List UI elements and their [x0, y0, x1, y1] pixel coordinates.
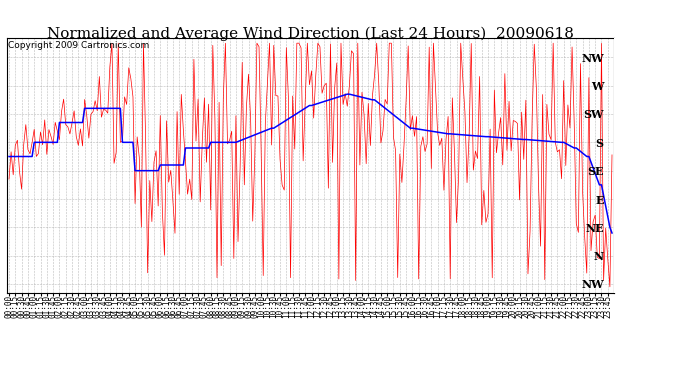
Text: Copyright 2009 Cartronics.com: Copyright 2009 Cartronics.com	[8, 41, 149, 50]
Text: Normalized and Average Wind Direction (Last 24 Hours)  20090618: Normalized and Average Wind Direction (L…	[47, 26, 574, 40]
